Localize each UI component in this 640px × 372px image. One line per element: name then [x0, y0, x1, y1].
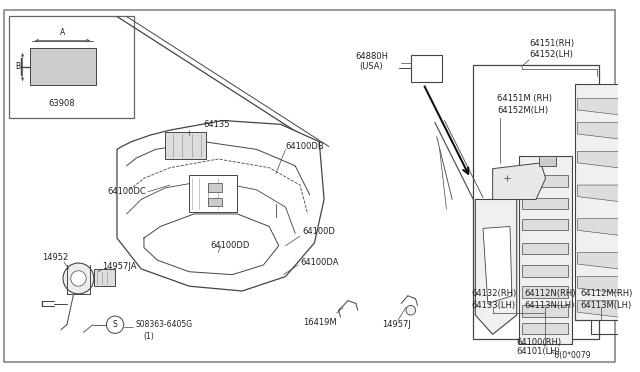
Text: B: B — [15, 62, 20, 71]
Text: 64112N(RH): 64112N(RH) — [524, 289, 576, 298]
Polygon shape — [493, 163, 546, 199]
Polygon shape — [476, 199, 516, 334]
Bar — [165, 132, 205, 159]
Text: 64100DC: 64100DC — [108, 187, 146, 196]
Bar — [94, 269, 115, 286]
Circle shape — [63, 263, 94, 294]
Text: 64100(RH): 64100(RH) — [516, 337, 562, 347]
Bar — [522, 265, 568, 276]
Circle shape — [232, 196, 236, 199]
Bar — [522, 286, 568, 298]
Bar — [575, 84, 633, 320]
Text: 16419M: 16419M — [303, 318, 337, 327]
Circle shape — [273, 208, 279, 214]
Polygon shape — [577, 151, 629, 169]
Bar — [189, 176, 237, 212]
Bar — [631, 142, 640, 150]
Text: 64133(LH): 64133(LH) — [472, 301, 516, 310]
Polygon shape — [577, 253, 629, 270]
Polygon shape — [577, 276, 629, 294]
Text: 64100D: 64100D — [302, 227, 335, 236]
Text: 64151M (RH): 64151M (RH) — [497, 94, 552, 103]
Text: 64100DA: 64100DA — [300, 257, 339, 267]
Circle shape — [71, 271, 86, 286]
Bar — [30, 48, 96, 85]
Bar — [209, 198, 222, 206]
Polygon shape — [483, 227, 512, 304]
Bar — [522, 219, 568, 230]
Bar — [522, 305, 568, 317]
Text: 64113M(LH): 64113M(LH) — [580, 301, 632, 310]
Bar — [522, 198, 568, 209]
Bar — [411, 55, 442, 82]
Text: 14957J: 14957J — [382, 320, 411, 329]
Polygon shape — [577, 98, 629, 116]
Bar — [522, 243, 568, 254]
Polygon shape — [577, 219, 629, 236]
Bar — [209, 183, 222, 192]
Polygon shape — [117, 121, 324, 291]
Text: 64152M(LH): 64152M(LH) — [497, 106, 548, 115]
Circle shape — [406, 305, 415, 315]
Text: 64135: 64135 — [204, 120, 230, 129]
Polygon shape — [577, 185, 629, 202]
Polygon shape — [577, 301, 629, 318]
Circle shape — [283, 173, 288, 178]
Text: 64112M(RH): 64112M(RH) — [580, 289, 633, 298]
Text: 64152(LH): 64152(LH) — [529, 51, 573, 60]
Text: S: S — [113, 320, 117, 329]
Text: 64100DB: 64100DB — [285, 142, 324, 151]
Polygon shape — [577, 122, 629, 140]
Text: 64132(RH): 64132(RH) — [472, 289, 516, 298]
Text: 64100DD: 64100DD — [211, 241, 250, 250]
Circle shape — [106, 316, 124, 333]
Text: 63908: 63908 — [49, 99, 76, 108]
Text: ^6(0*0079: ^6(0*0079 — [548, 351, 591, 360]
Text: (USA): (USA) — [360, 62, 383, 71]
Text: 64880H: 64880H — [356, 52, 389, 61]
Text: S08363-6405G: S08363-6405G — [135, 320, 193, 329]
Bar — [518, 156, 572, 344]
Bar — [539, 156, 556, 166]
Text: (1): (1) — [143, 332, 154, 341]
Bar — [474, 65, 598, 339]
Circle shape — [237, 205, 241, 209]
Bar — [9, 16, 134, 118]
Circle shape — [501, 173, 513, 184]
Text: 64113N(LH): 64113N(LH) — [524, 301, 575, 310]
Bar — [522, 176, 568, 187]
Circle shape — [228, 186, 232, 190]
Bar — [522, 323, 568, 334]
Text: 14957JA: 14957JA — [102, 262, 137, 272]
Text: 14952: 14952 — [42, 253, 68, 262]
Text: A: A — [60, 28, 65, 37]
Text: 64101(LH): 64101(LH) — [516, 347, 561, 356]
Text: 64151(RH): 64151(RH) — [529, 39, 574, 48]
